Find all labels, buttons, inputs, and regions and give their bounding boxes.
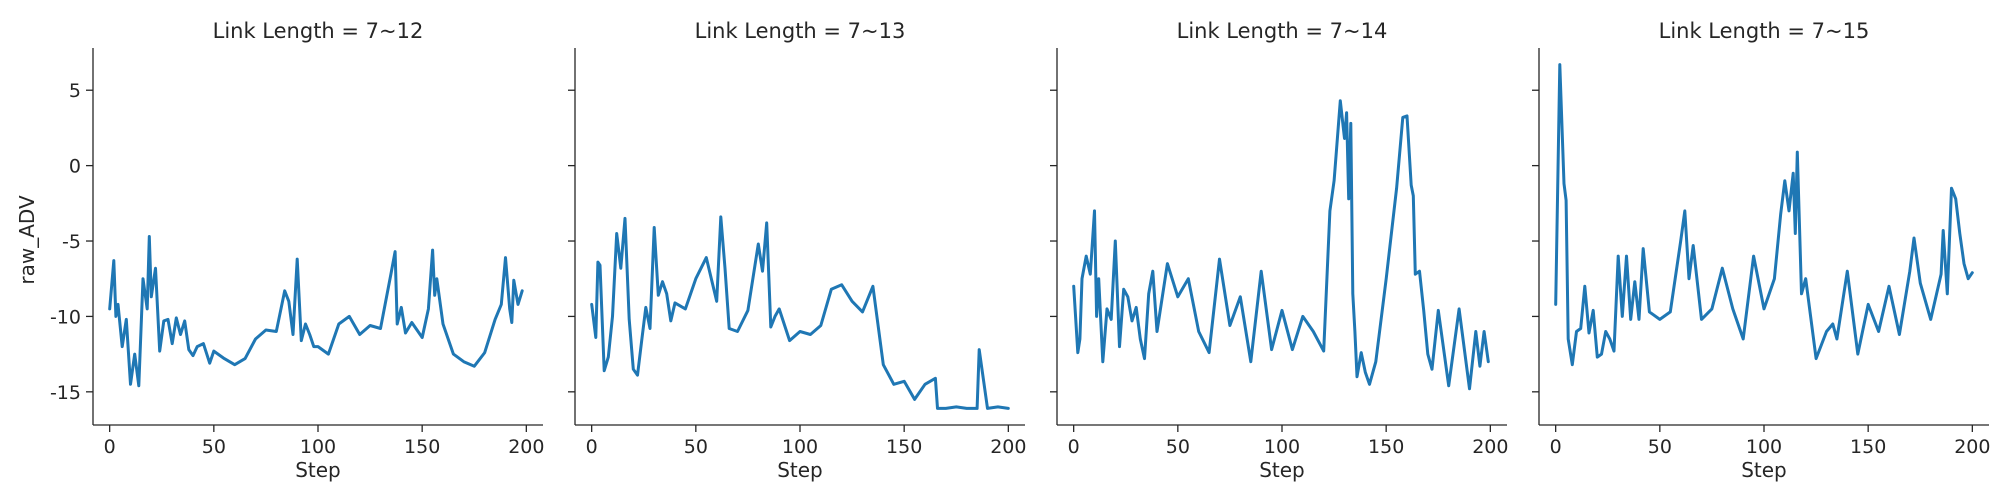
subplot-title: Link Length = 7~13 [695,19,906,43]
x-tick-label: 0 [1068,436,1080,458]
series-line [590,215,1010,410]
x-tick-label: 0 [1550,436,1562,458]
x-axis-label: Step [777,458,823,482]
x-tick-label: 200 [508,436,544,458]
y-tick-label: -15 [50,382,81,404]
subplot-4: Link Length = 7~15 0 50 100 150 200 Step [1532,19,1990,482]
subplots: Link Length = 7~120 50 100 150 200-15-10-505… [50,19,1991,482]
x-tick-label: 200 [1472,436,1508,458]
x-tick-label: 50 [1648,436,1672,458]
x-tick-label: 200 [1954,436,1990,458]
x-axis-label: Step [1741,458,1787,482]
subplot-title: Link Length = 7~15 [1659,19,1870,43]
x-tick-label: 200 [990,436,1026,458]
x-tick-label: 50 [1166,436,1190,458]
series-line [1554,63,1974,367]
x-tick-label: 150 [1368,436,1404,458]
x-tick-label: 150 [886,436,922,458]
subplot-title: Link Length = 7~12 [213,19,424,43]
series-line [108,235,524,388]
x-tick-label: 150 [404,436,440,458]
x-tick-label: 0 [104,436,116,458]
series-line [1072,99,1490,391]
subplot-3: Link Length = 7~14 0 50 100 150 200 Step [1050,19,1508,482]
y-tick-label: -10 [50,306,81,328]
subplot-title: Link Length = 7~14 [1177,19,1388,43]
x-tick-label: 0 [586,436,598,458]
x-tick-label: 100 [1264,436,1300,458]
x-axis-label: Step [295,458,341,482]
x-tick-label: 50 [684,436,708,458]
x-tick-label: 100 [782,436,818,458]
subplot-1: Link Length = 7~12 0 50 100 150 200 -15 -10 -5 0 5… [50,19,545,482]
y-axis-label: raw_ADV [15,195,39,285]
x-axis-label: Step [1259,458,1305,482]
y-tick-label: 0 [69,156,81,178]
x-tick-label: 100 [300,436,336,458]
x-tick-label: 100 [1746,436,1782,458]
subplot-2: Link Length = 7~13 0 50 100 150 200 Step [568,19,1026,482]
x-tick-label: 150 [1850,436,1886,458]
x-tick-label: 50 [202,436,226,458]
y-tick-label: -5 [62,231,81,253]
y-tick-label: 5 [69,80,81,102]
